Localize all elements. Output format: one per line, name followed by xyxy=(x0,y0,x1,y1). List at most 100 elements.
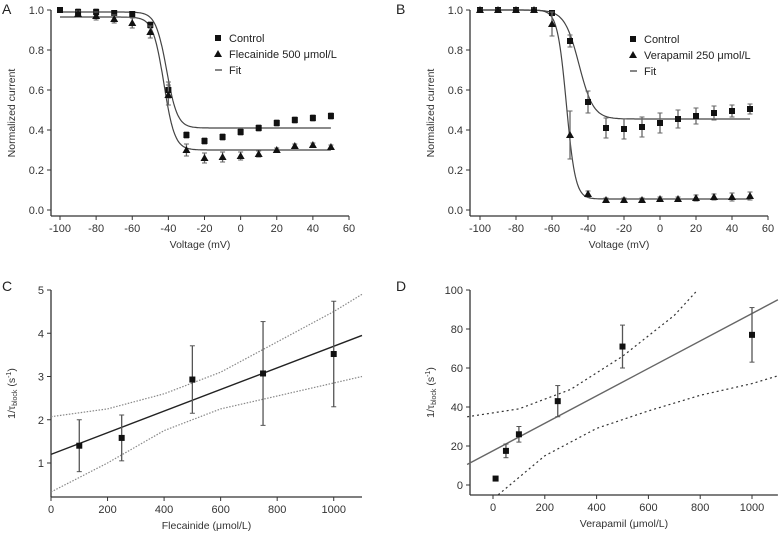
triangle-marker xyxy=(638,196,646,203)
y-tick-label: 0.6 xyxy=(448,85,463,97)
x-tick-label: 20 xyxy=(690,223,702,235)
y-label-sup: -1 xyxy=(6,372,13,378)
triangle-marker xyxy=(92,12,101,19)
panel-a: A 0.0 0.2 0.4 0.6 0.8 1.0 -100 -80 -60 -40 -20 0 20 40… xyxy=(2,1,355,251)
fit-line xyxy=(466,299,779,466)
x-tick-label: 400 xyxy=(155,504,173,516)
y-tick-label: 0.4 xyxy=(448,125,463,137)
triangle-marker xyxy=(74,10,83,17)
square-marker xyxy=(147,22,154,28)
x-tick-label: -40 xyxy=(580,223,596,235)
triangle-marker xyxy=(326,143,335,150)
square-marker xyxy=(129,11,136,17)
triangle-marker xyxy=(254,150,263,157)
square-marker xyxy=(630,36,636,42)
y-tick-label: 1 xyxy=(38,458,44,470)
triangle-marker xyxy=(110,15,119,22)
x-tick-label: -60 xyxy=(124,223,140,235)
square-marker xyxy=(693,113,699,119)
y-tick-label: 20 xyxy=(451,441,463,453)
square-marker xyxy=(215,35,221,41)
y-label-main: 1/τ xyxy=(425,404,437,418)
x-tick-label: 600 xyxy=(639,502,657,514)
square-marker xyxy=(260,370,267,377)
triangle-marker xyxy=(629,51,637,58)
triangle-marker xyxy=(128,19,137,26)
confidence-lower xyxy=(497,375,779,496)
square-marker xyxy=(189,376,196,383)
x-tick-label: 200 xyxy=(536,502,554,514)
triangle-marker xyxy=(214,50,222,57)
triangle-marker xyxy=(746,192,754,199)
square-marker xyxy=(567,38,573,44)
triangle-marker xyxy=(182,146,191,153)
panel-letter: D xyxy=(396,278,406,294)
square-marker xyxy=(675,116,681,122)
square-marker xyxy=(621,126,627,132)
x-axis-label: Verapamil (μmol/L) xyxy=(580,518,668,530)
triangle-marker xyxy=(236,152,245,159)
y-tick-label: 1.0 xyxy=(448,5,463,17)
legend-label: Flecainide 500 μmol/L xyxy=(229,49,337,61)
square-marker xyxy=(309,115,316,121)
y-label-unit: (s xyxy=(6,378,18,390)
y-tick-label: 0.4 xyxy=(29,125,44,137)
x-tick-label: 0 xyxy=(490,502,496,514)
triangle-marker xyxy=(494,6,502,13)
square-marker xyxy=(729,108,735,114)
x-tick-label: 600 xyxy=(211,504,229,516)
x-tick-label: 20 xyxy=(271,223,283,235)
x-tick-label: -80 xyxy=(508,223,524,235)
y-tick-label: 80 xyxy=(451,324,463,336)
y-tick-label: 100 xyxy=(445,285,463,297)
x-tick-label: -100 xyxy=(49,223,71,235)
y-label-sub: block xyxy=(431,388,438,405)
fit-curve xyxy=(480,9,750,120)
confidence-lower xyxy=(50,375,363,493)
y-tick-label: 3 xyxy=(38,372,44,384)
x-tick-label: 0 xyxy=(48,504,54,516)
panel-letter: A xyxy=(2,1,12,17)
x-tick-label: -20 xyxy=(616,223,632,235)
x-axis-label: Voltage (mV) xyxy=(170,239,231,251)
x-tick-label: -100 xyxy=(469,223,491,235)
y-tick-label: 0.6 xyxy=(29,85,44,97)
y-tick-label: 0 xyxy=(457,480,463,492)
square-marker xyxy=(749,331,755,338)
confidence-upper xyxy=(50,293,363,418)
y-label-unit-end: ) xyxy=(6,368,18,372)
y-tick-label: 4 xyxy=(38,328,44,340)
triangle-marker xyxy=(674,195,682,202)
x-axis-label: Flecainide (μmol/L) xyxy=(162,520,252,532)
square-marker xyxy=(639,124,645,130)
x-tick-label: -20 xyxy=(197,223,213,235)
square-marker xyxy=(657,120,663,126)
x-tick-label: 40 xyxy=(726,223,738,235)
x-tick-label: 800 xyxy=(691,502,709,514)
triangle-marker xyxy=(164,91,173,98)
triangle-marker xyxy=(272,146,281,153)
y-tick-label: 1.0 xyxy=(29,5,44,17)
fit-curve xyxy=(60,11,331,129)
triangle-marker xyxy=(620,196,628,203)
square-marker xyxy=(515,431,522,438)
x-tick-label: 60 xyxy=(343,223,355,235)
y-tick-label: 0.2 xyxy=(448,165,463,177)
triangle-marker xyxy=(200,154,209,161)
x-tick-label: 200 xyxy=(98,504,116,516)
x-tick-label: -80 xyxy=(88,223,104,235)
square-marker xyxy=(585,99,591,105)
square-marker xyxy=(603,125,609,131)
y-tick-label: 0.2 xyxy=(29,165,44,177)
y-tick-label: 5 xyxy=(38,285,44,297)
square-marker xyxy=(273,120,280,126)
y-label-main: 1/τ xyxy=(6,405,18,419)
square-marker xyxy=(183,132,190,138)
y-tick-label: 0.8 xyxy=(448,45,463,57)
legend-label: Fit xyxy=(229,65,241,77)
y-axis-label: Normalized current xyxy=(425,69,437,158)
square-marker xyxy=(76,442,83,449)
panel-c: C 1 2 3 4 5 0 200 400 600 800 1000 Flecainide (μmol/… xyxy=(2,278,363,532)
square-marker xyxy=(327,113,334,119)
